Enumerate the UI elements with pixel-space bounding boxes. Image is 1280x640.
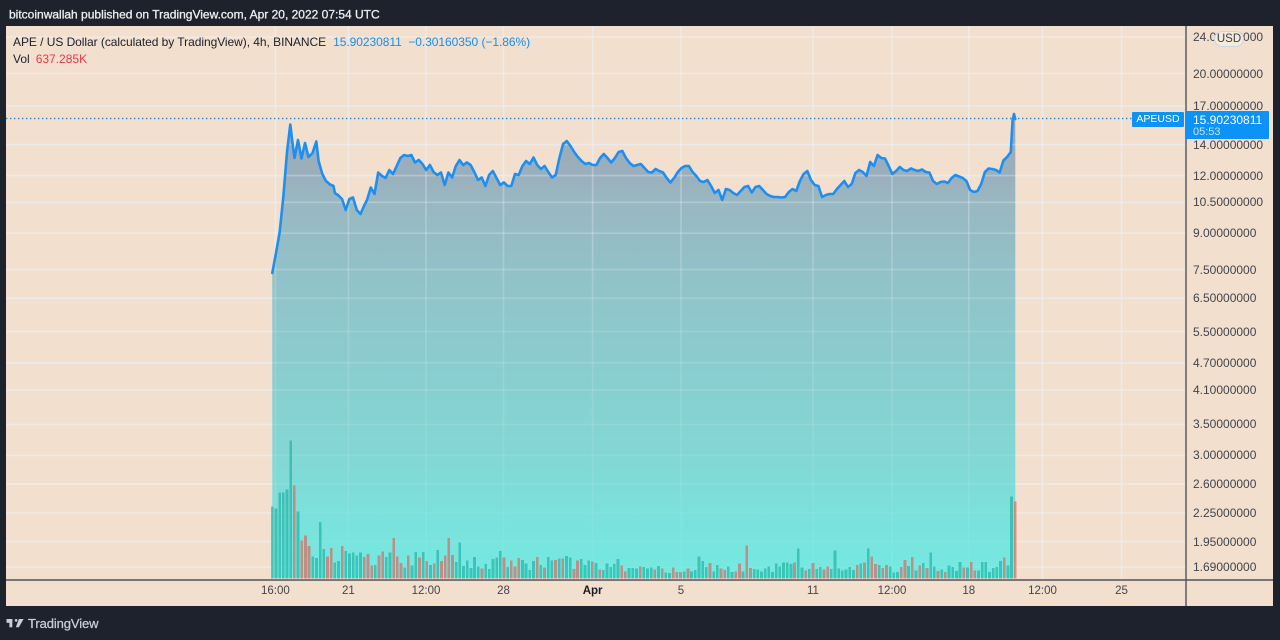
svg-text:TradingView: TradingView (28, 616, 99, 631)
svg-text:bitcoinwallah published on Tra: bitcoinwallah published on TradingView.c… (9, 8, 380, 22)
